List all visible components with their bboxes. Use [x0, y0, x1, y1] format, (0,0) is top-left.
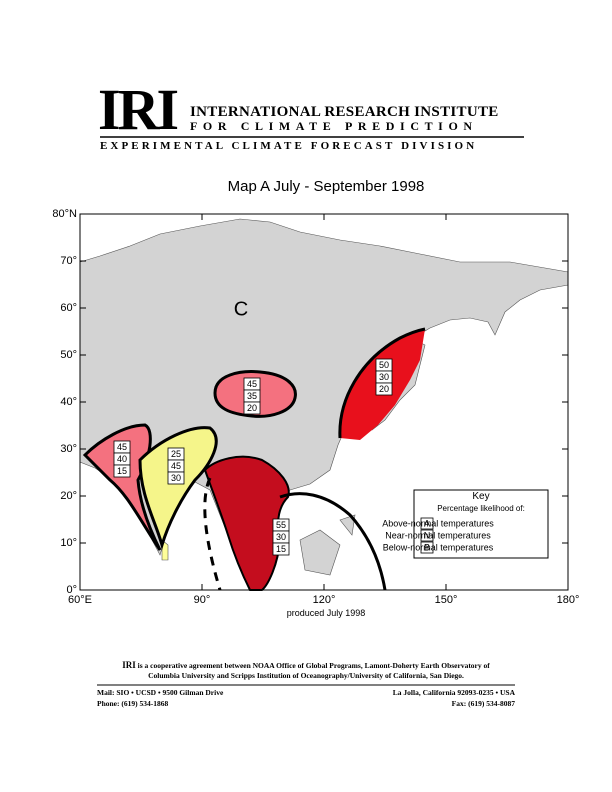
key-text: Above-normal temperatures: [382, 518, 494, 528]
institute-name: INTERNATIONAL RESEARCH INSTITUTE: [190, 104, 499, 120]
box-cell: [375, 382, 393, 396]
footer-text: is a cooperative agreement between NOAA …: [136, 661, 491, 670]
x-tick-label: 150°: [435, 594, 458, 606]
box-value: 15: [276, 544, 286, 554]
logo: IRI: [98, 77, 177, 142]
key-text: Below-normal temperatures: [383, 542, 494, 552]
japan-boundary: [338, 327, 426, 439]
box-value: 20: [379, 384, 389, 394]
y-tick-label: 40°: [60, 396, 77, 408]
key-letter-box: [420, 529, 434, 542]
phone: Phone: (619) 534-1868: [97, 699, 168, 708]
x-tick-label: 180°: [557, 594, 580, 606]
box-value: 55: [276, 520, 286, 530]
region-india: [138, 426, 218, 551]
china-coast-boundary: [279, 492, 387, 591]
box-value: 45: [117, 442, 127, 452]
islands: [299, 514, 356, 576]
mail: Mail: SIO • UCSD • 9500 Gilman Drive: [97, 688, 224, 697]
dashed-boundary: [203, 477, 222, 591]
key-letter: N: [424, 530, 431, 540]
x-tick-label: 60°E: [68, 594, 92, 606]
y-tick-label: 80°N: [52, 208, 77, 220]
city: La Jolla, California 92093-0235 • USA: [393, 688, 516, 697]
climatology-label: C: [234, 298, 248, 320]
box-value: 25: [171, 449, 181, 459]
box-value: 30: [276, 532, 286, 542]
key: Key Percentage likelihood of:: [413, 489, 549, 559]
x-tick-label: 120°: [313, 594, 336, 606]
box-value: 45: [171, 461, 181, 471]
box-value: 40: [117, 454, 127, 464]
box-value: 30: [379, 372, 389, 382]
box-value: 35: [247, 391, 257, 401]
credit: produced July 1998: [287, 608, 366, 618]
y-tick-label: 30°: [60, 443, 77, 455]
y-tick-label: 70°: [60, 255, 77, 267]
y-tick-label: 10°: [60, 537, 77, 549]
box-cell: [272, 542, 290, 556]
forecast-box: 55 30 15: [272, 518, 290, 556]
map-title: Map A July - September 1998: [228, 178, 425, 195]
division: EXPERIMENTAL CLIMATE FORECAST DIVISION: [100, 140, 477, 152]
y-tick-label: 0°: [66, 584, 77, 596]
box-value: 30: [171, 473, 181, 483]
box-value: 50: [379, 360, 389, 370]
box-value: 45: [247, 379, 257, 389]
footer-lead: IRI: [122, 660, 136, 670]
forecast-box: 45 35 20: [243, 377, 261, 415]
forecast-box: 50 30 20: [375, 358, 393, 396]
x-tick-label: 90°: [194, 594, 211, 606]
key-subtitle: Percentage likelihood of:: [437, 504, 525, 513]
box-cell: [113, 464, 131, 478]
box-cell: [243, 401, 261, 415]
y-tick-label: 60°: [60, 302, 77, 314]
box-cell: [167, 471, 185, 485]
y-tick-label: 50°: [60, 349, 77, 361]
key-letter: A: [424, 518, 430, 528]
footer-text2: Columbia University and Scripps Institut…: [148, 671, 464, 680]
box-value: 20: [247, 403, 257, 413]
forecast-box: 25 45 30: [167, 447, 185, 485]
region-west-india: [82, 423, 162, 551]
y-tick-label: 20°: [60, 490, 77, 502]
institute-subname: FOR CLIMATE PREDICTION: [190, 119, 478, 133]
key-letter: B: [424, 542, 430, 552]
fax: Fax: (619) 534-8087: [452, 699, 516, 708]
forecast-box: 45 40 15: [113, 440, 131, 478]
key-letter-box: [420, 541, 434, 554]
key-letter-box: [420, 517, 434, 530]
box-value: 15: [117, 466, 127, 476]
key-box: [413, 489, 549, 559]
footer-note: IRI is a cooperative agreement between N…: [122, 660, 490, 670]
key-title: Key: [472, 491, 489, 502]
key-text: Near-normal temperatures: [385, 530, 491, 540]
